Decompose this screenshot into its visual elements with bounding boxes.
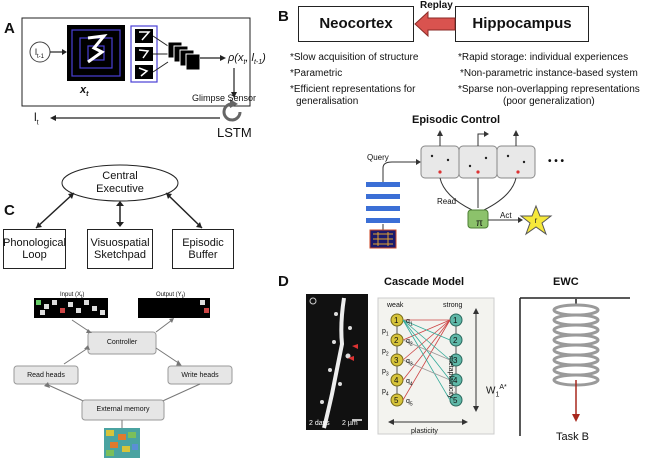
write-heads-label: Write heads	[181, 372, 219, 379]
micro-days-label: 2 days	[309, 420, 330, 427]
neocortex-point-2: *Parametric	[290, 68, 343, 79]
p-label-1: p1	[382, 328, 389, 338]
q-label-1: q1	[406, 318, 413, 328]
input-location-label: lt-1	[35, 47, 45, 60]
glimpse-sensor-label: Glimpse Sensor	[192, 93, 257, 103]
controller-label: Controller	[106, 339, 138, 346]
p-label-2: p2	[382, 348, 389, 358]
episodic-control-diagram: r	[366, 130, 553, 249]
pi-policy-node	[467, 209, 489, 229]
memory-ellipsis: • • •	[548, 156, 565, 167]
neocortex-point-3b: generalisation	[296, 96, 359, 107]
episodic-buffer-box: Episodic Buffer	[172, 229, 234, 269]
rho-label: ρ(xt, lt-1)	[228, 52, 266, 67]
task-b-label: Task B	[556, 431, 590, 443]
ntm-output-label: Output (Yt)	[156, 292, 186, 301]
read-heads-label: Read heads	[27, 372, 65, 379]
network-layer	[366, 182, 400, 187]
neocortex-point-3: *Efficient representations for	[290, 84, 416, 95]
panel-label-c: C	[4, 202, 15, 219]
central-executive-line1: Central	[102, 170, 138, 182]
panel-label-b: B	[278, 8, 289, 25]
plasticity-label: plasticity	[411, 428, 438, 435]
lstm-label: LSTM	[217, 125, 252, 140]
memory-module-3	[496, 145, 536, 179]
weak-node-3: 3	[394, 356, 399, 365]
hippocampus-box: Hippocampus	[455, 6, 589, 42]
q-label-3: q3	[406, 358, 413, 368]
cascade-model-diagram	[377, 297, 495, 435]
read-label: Read	[437, 197, 457, 206]
cascade-model-title: Cascade Model	[384, 276, 465, 288]
reward-star	[519, 204, 553, 236]
neocortex-point-1: *Slow acquisition of structure	[290, 52, 419, 63]
hippocampus-point-3: *Sparse non-overlapping representations	[458, 84, 640, 95]
strong-node-1: 1	[453, 316, 458, 325]
network-layer	[366, 206, 400, 211]
q-label-2: q2	[406, 338, 413, 348]
strong-node-5: 5	[453, 396, 458, 405]
query-label: Query	[367, 153, 389, 162]
panel-a-diagram	[21, 17, 251, 122]
spring-coils	[552, 303, 600, 387]
central-executive-line2: Executive	[96, 183, 144, 195]
replay-arrow	[414, 10, 456, 38]
panel-label-a: A	[4, 20, 15, 37]
pi-label: π	[476, 218, 483, 229]
episodic-control-title: Episodic Control	[412, 114, 500, 126]
hippocampus-point-1: *Rapid storage: individual experiences	[458, 52, 629, 63]
external-memory-label: External memory	[96, 406, 150, 413]
weak-node-4: 4	[394, 376, 399, 385]
hippocampus-point-3b: (poor generalization)	[503, 96, 595, 107]
strong-node-4: 4	[453, 376, 458, 385]
phonological-loop-box: Phonological Loop	[3, 229, 66, 269]
cascade-connections	[402, 319, 451, 401]
ntm-input-label: Input (Xt)	[60, 292, 85, 301]
digit-image	[67, 25, 125, 81]
ntm-diagram	[13, 298, 233, 458]
visuospatial-sketchpad-box: Visuospatial Sketchpad	[87, 229, 153, 269]
working-memory-diagram	[35, 164, 203, 229]
ntm-output-pattern	[138, 298, 210, 318]
replay-label: Replay	[420, 0, 453, 11]
strong-node-3: 3	[453, 356, 458, 365]
network-layer	[366, 218, 400, 223]
weak-label: weak	[387, 302, 404, 309]
hippocampus-point-2: *Non-parametric instance-based system	[460, 68, 638, 79]
weak-node-1: 1	[394, 316, 399, 325]
p-label-4: p4	[382, 388, 389, 398]
network-layer	[366, 194, 400, 199]
controller-box	[87, 331, 157, 355]
strong-label: strong	[443, 302, 463, 309]
reward-label: r	[535, 216, 538, 225]
neocortex-box: Neocortex	[298, 6, 414, 42]
ewc-title: EWC	[553, 276, 579, 288]
micro-scale-label: 2 µm	[342, 420, 358, 427]
q-label-5: q5	[406, 398, 413, 408]
dendrite-micrograph	[306, 294, 368, 430]
act-label: Act	[500, 211, 512, 220]
output-location-label: lt	[34, 110, 39, 127]
weak-node-5: 5	[394, 396, 399, 405]
strong-node-2: 2	[453, 336, 458, 345]
external-memory-box	[81, 399, 165, 421]
panel-label-d: D	[278, 273, 289, 290]
ewc-spring-diagram	[519, 297, 630, 436]
p-label-3: p3	[382, 368, 389, 378]
w-label: W1A*	[486, 384, 507, 399]
weak-node-2: 2	[394, 336, 399, 345]
q-label-4: q4	[406, 378, 413, 388]
x-label: xt	[80, 84, 89, 99]
